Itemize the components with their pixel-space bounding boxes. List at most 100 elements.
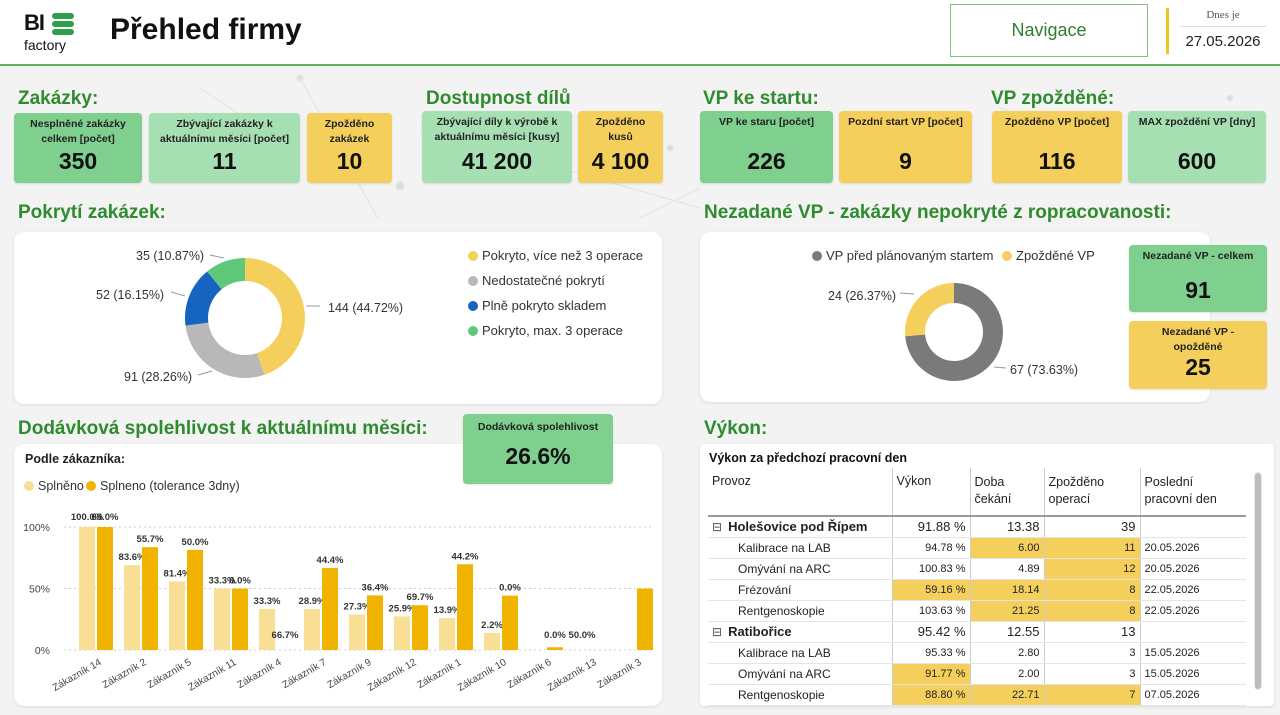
kpi-untaxed-delayed: Nezadané VP - opožděné 25 <box>1129 321 1267 389</box>
legend-item[interactable]: Plně pokryto skladem <box>468 298 606 313</box>
cell-den: 22.05.2026 <box>1140 600 1246 622</box>
bar-tolerance[interactable] <box>502 595 518 650</box>
cell-zpozdeno: 3 <box>1044 642 1141 664</box>
legend-item[interactable]: Pokryto, max. 3 operace <box>468 323 623 338</box>
kpi-label: MAX zpoždění VP [dny] <box>1138 116 1256 128</box>
kpi-value: 10 <box>336 148 363 174</box>
column-header[interactable]: Provoz <box>708 468 893 517</box>
cell-vykon: 91.77 % <box>892 663 971 685</box>
donut-slice[interactable] <box>207 258 245 290</box>
kpi-label: Nezadané VP - celkem <box>1142 250 1254 262</box>
table-group-row[interactable]: ⊟ Holešovice pod Řípem 91.88 % 13.38 39 <box>708 516 1246 538</box>
legend-item[interactable]: Splněno <box>24 479 84 493</box>
kpi-late-start-vp: Pozdní start VP [počet] 9 <box>839 111 972 183</box>
kpi-delayed-parts: Zpožděno kusů 4 100 <box>578 111 663 183</box>
x-category-label: Zákazník 2 <box>101 657 149 691</box>
cell-den: 15.05.2026 <box>1140 663 1246 685</box>
bar-splneno[interactable] <box>484 632 500 650</box>
legend-dot <box>468 326 478 336</box>
donut-slice[interactable] <box>185 271 222 326</box>
section-title-vp-start: VP ke startu: <box>703 88 819 109</box>
donut-slice[interactable] <box>245 258 306 375</box>
bar-tolerance[interactable] <box>547 647 563 650</box>
bar-tolerance[interactable] <box>322 567 338 650</box>
table-group-row[interactable]: ⊟ Ratibořice 95.42 % 12.55 13 <box>708 621 1246 643</box>
data-label: 0.0% <box>499 583 521 594</box>
data-label: 81.4% <box>164 568 191 579</box>
table-row[interactable]: Omývání na ARC 100.83 % 4.89 12 20.05.2026 <box>708 558 1246 580</box>
data-label: 44.4% <box>317 555 344 566</box>
legend-item[interactable]: Pokryto, více než 3 operace <box>468 248 643 263</box>
y-tick-label: 0% <box>35 645 50 657</box>
bar-splneno[interactable] <box>304 609 320 650</box>
section-title-untaxed: Nezadané VP - zakázky nepokryté z roprac… <box>704 202 1172 223</box>
bar-splneno[interactable] <box>259 609 275 650</box>
bi-factory-logo: BI factory <box>22 10 84 56</box>
bar-tolerance[interactable] <box>232 588 248 651</box>
bar-tolerance[interactable] <box>142 547 158 650</box>
row-label: Kalibrace na LAB <box>738 540 831 555</box>
collapse-icon[interactable]: ⊟ <box>712 520 723 535</box>
column-header[interactable]: Doba čekání <box>970 468 1045 517</box>
table-row[interactable]: Frézování 59.16 % 18.14 8 22.05.2026 <box>708 579 1246 601</box>
x-category-label: Zákazník 13 <box>546 657 599 694</box>
table-row[interactable]: Rentgenoskopie 103.63 % 21.25 8 22.05.2026 <box>708 600 1246 622</box>
kpi-label: Dodávková spolehlivost <box>477 421 599 433</box>
column-header[interactable]: Zpožděno operací <box>1044 468 1141 517</box>
cell-cekani: 6.00 <box>970 537 1045 559</box>
collapse-icon[interactable]: ⊟ <box>712 625 723 639</box>
legend-label: Splněno <box>38 479 84 493</box>
kpi-value: 41 200 <box>461 148 533 174</box>
scrollbar-thumb[interactable] <box>1255 473 1261 689</box>
table-row[interactable]: Kalibrace na LAB 94.78 % 6.00 11 20.05.2026 <box>708 537 1246 559</box>
x-category-label: Zákazník 10 <box>456 657 509 694</box>
legend-item[interactable]: VP před plánovaným startem <box>812 248 993 263</box>
data-label: 13.9% <box>434 605 461 616</box>
legend-dot <box>468 251 478 261</box>
column-header[interactable]: Výkon <box>892 468 971 517</box>
donut-slice[interactable] <box>905 283 954 337</box>
legend-item[interactable]: Splneno (tolerance 3dny) <box>86 479 240 493</box>
data-label: 28.9% <box>299 596 326 607</box>
navigation-button[interactable]: Navigace <box>950 4 1148 57</box>
bar-tolerance[interactable] <box>637 588 653 651</box>
logo-text-bottom: factory <box>24 37 67 53</box>
bar-splneno[interactable] <box>169 581 185 650</box>
bar-splneno[interactable] <box>124 565 140 650</box>
bar-splneno[interactable] <box>439 618 455 650</box>
kpi-value: 26.6% <box>505 443 571 469</box>
table-header-row: Provoz Výkon Doba čekání Zpožděno operac… <box>708 468 1246 517</box>
kpi-value: 4 100 <box>591 148 650 174</box>
cell-cekani: 18.14 <box>970 579 1045 601</box>
bar-tolerance[interactable] <box>412 605 428 650</box>
kpi-reliability: Dodávková spolehlivost 26.6% <box>463 414 613 484</box>
kpi-label: Zpožděno kusů <box>595 116 646 143</box>
legend-item[interactable]: Nedostatečné pokrytí <box>468 273 605 288</box>
bar-tolerance[interactable] <box>457 564 473 650</box>
donut-slice[interactable] <box>185 322 265 378</box>
legend-dot <box>86 481 96 491</box>
column-header[interactable]: Poslední pracovní den <box>1140 468 1246 517</box>
coverage-donut-chart: 144 (44.72%) 91 (28.26%) 52 (16.15%) 35 … <box>96 249 403 384</box>
table-row[interactable]: Omývání na ARC 91.77 % 2.00 3 15.05.2026 <box>708 663 1246 685</box>
x-category-label: Zákazník 4 <box>236 657 284 691</box>
vykon-card: Výkon za předchozí pracovní den Provoz V… <box>700 444 1274 706</box>
data-label: 69.0% <box>92 512 119 523</box>
bar-splneno[interactable] <box>214 588 230 651</box>
legend-item[interactable]: Zpožděné VP <box>1002 248 1095 263</box>
slice-label-2: 67 (73.63%) <box>1010 363 1078 377</box>
bar-tolerance[interactable] <box>187 549 203 650</box>
table-row[interactable]: Kalibrace na LAB 95.33 % 2.80 3 15.05.2026 <box>708 642 1246 664</box>
bar-splneno[interactable] <box>394 616 410 650</box>
x-category-label: Zákazník 3 <box>596 657 644 691</box>
slice-label-2: 91 (28.26%) <box>124 370 192 384</box>
bar-splneno[interactable] <box>79 527 95 650</box>
donut-slice[interactable] <box>905 283 1003 381</box>
bar-splneno[interactable] <box>349 614 365 650</box>
kpi-label: Zpožděno VP [počet] <box>1004 116 1110 128</box>
table-row[interactable]: Rentgenoskopie 88.80 % 22.71 7 07.05.2026 <box>708 684 1246 706</box>
untaxed-card: 24 (26.37%) 67 (73.63%) VP před plánovan… <box>700 232 1210 402</box>
cell-den: 15.05.2026 <box>1140 642 1246 664</box>
bar-tolerance[interactable] <box>367 595 383 650</box>
bar-tolerance[interactable] <box>97 527 113 650</box>
